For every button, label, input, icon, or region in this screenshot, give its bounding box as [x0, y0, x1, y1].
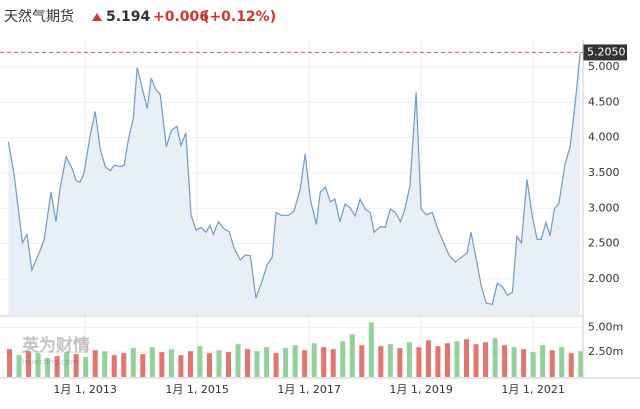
volume-bar — [502, 345, 508, 377]
volume-bar — [121, 353, 127, 377]
volume-bar — [492, 338, 498, 377]
volume-bar — [511, 347, 517, 377]
volume-bar — [406, 342, 412, 377]
up-arrow — [92, 13, 102, 21]
volume-bar — [206, 353, 212, 377]
volume-bar — [559, 347, 565, 377]
volume-bar — [35, 353, 41, 377]
volume-bar — [45, 358, 51, 377]
volume-bar — [187, 351, 193, 377]
change: +0.006 — [153, 9, 209, 25]
volume-bar — [178, 355, 184, 377]
volume-bar — [473, 344, 479, 377]
volume-bar — [264, 347, 270, 377]
watermark-en: Investing.com — [22, 358, 79, 367]
volume-bar — [64, 352, 70, 377]
x-tick-label: 1月 1, 2017 — [277, 383, 340, 396]
volume-bar — [330, 349, 336, 377]
volume-bar — [283, 348, 289, 377]
price: 5.194 — [106, 9, 151, 25]
y-tick-label: 5.00m — [588, 320, 623, 333]
volume-bar — [464, 339, 470, 377]
volume-bar — [368, 322, 374, 377]
volume-bar — [26, 351, 32, 377]
volume-bar — [416, 347, 422, 377]
chart-title: 天然气期货 — [4, 8, 74, 25]
volume-bar — [425, 340, 431, 377]
volume-bar — [521, 349, 527, 377]
volume-bar — [397, 348, 403, 377]
line — [7, 52, 581, 306]
volume-bar — [235, 344, 241, 377]
area — [8, 52, 581, 316]
volume-bar — [140, 354, 146, 377]
volume-bar — [568, 353, 574, 377]
volume-bar — [530, 352, 536, 377]
volume-bar — [225, 352, 231, 377]
y-tick-label: 2.000 — [588, 272, 620, 285]
y-tick-label: 2.50m — [588, 345, 623, 358]
x-tick-label: 1月 1, 2021 — [501, 383, 564, 396]
watermark-cn: 英为财情 — [22, 335, 90, 356]
volume-bar — [302, 350, 308, 377]
volume-bar — [197, 346, 203, 377]
volume-bar — [254, 351, 260, 377]
y-tick-label: 4.000 — [588, 131, 620, 144]
volume-bar — [359, 345, 365, 377]
volume-bar — [273, 353, 279, 377]
volume-bar — [149, 347, 155, 377]
volume-bar — [168, 349, 174, 377]
volume-bar — [387, 344, 393, 377]
price-label-bg — [583, 44, 627, 61]
volume-bar — [16, 355, 22, 377]
volume-bar — [540, 345, 546, 377]
volume-bar — [444, 343, 450, 377]
volume-bar — [216, 350, 222, 377]
x-tick-label: 1月 1, 2019 — [389, 383, 452, 396]
y-tick-label: 5.000 — [588, 60, 620, 73]
volume-bar — [321, 347, 327, 377]
y-tick-label: 3.500 — [588, 166, 620, 179]
watermark: 英为财情 Investing.com — [22, 335, 90, 367]
volume-bar — [292, 345, 298, 377]
volume-bar — [54, 356, 60, 377]
volume-bar — [83, 357, 89, 377]
volume-bar — [340, 341, 346, 377]
x-tick-label: 1月 1, 2013 — [53, 383, 116, 396]
volume-bar — [549, 350, 555, 377]
y-tick-label: 3.000 — [588, 201, 620, 214]
volume-bar — [454, 341, 460, 377]
volume-bar — [378, 346, 384, 377]
volume-bar — [73, 354, 79, 377]
volume-bar — [92, 350, 98, 377]
y-tick-label: 2.500 — [588, 237, 620, 250]
y-tick-label: 4.500 — [588, 95, 620, 108]
change-pct: (+0.12%) — [203, 9, 276, 25]
volume-bar — [130, 348, 136, 377]
volume-bar — [159, 352, 165, 377]
volume-bar — [578, 351, 584, 377]
volume-bar — [311, 343, 317, 377]
volume-bar — [349, 334, 355, 377]
volume-bar — [483, 342, 489, 377]
volume-bar — [245, 349, 251, 377]
x-tick-label: 1月 1, 2015 — [165, 383, 228, 396]
price-label: 5.2050 — [587, 45, 626, 58]
volume-bar — [7, 349, 13, 377]
volume-bar — [102, 351, 108, 377]
volume-bar — [435, 346, 441, 377]
volume-bar — [111, 355, 117, 377]
